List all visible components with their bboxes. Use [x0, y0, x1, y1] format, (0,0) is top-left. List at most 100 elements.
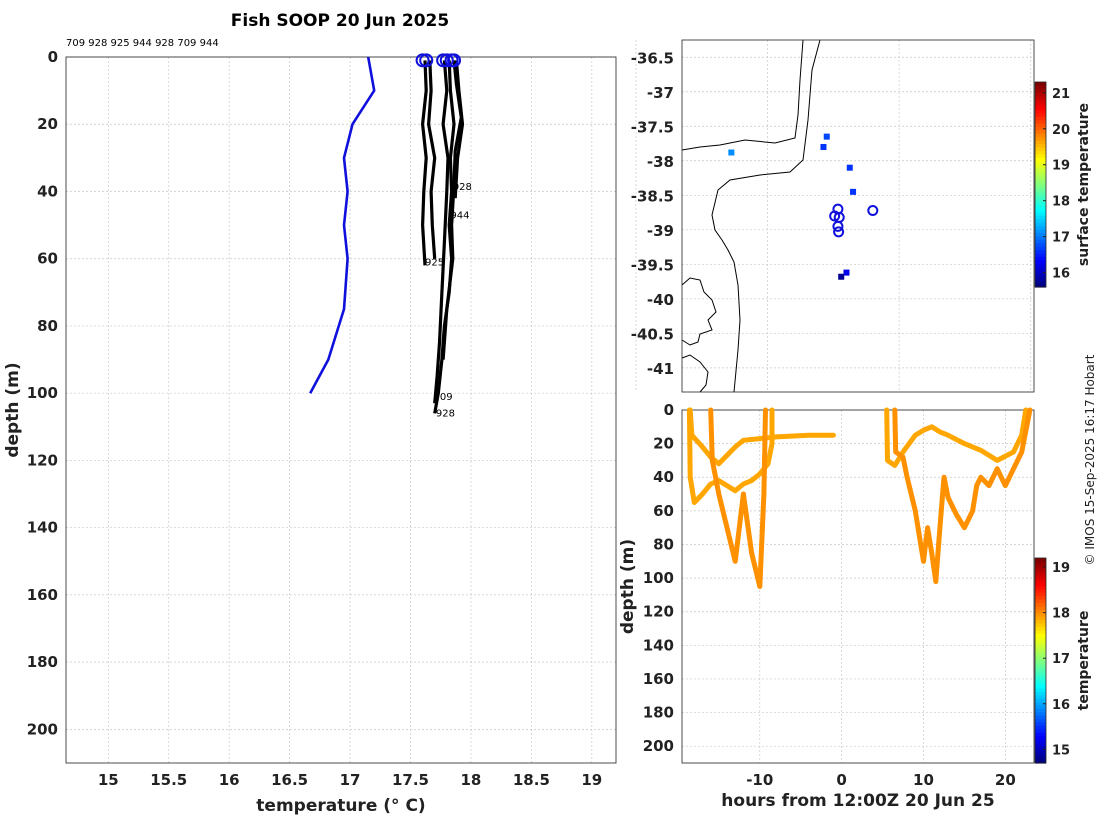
map-colorbar-segment [1035, 191, 1046, 196]
map-colorbar-segment [1035, 170, 1046, 175]
map-colorbar-segment [1035, 205, 1046, 210]
profile-frame [65, 56, 617, 764]
td-colorbar-frame [1034, 557, 1047, 764]
map-colorbar-segment [1035, 153, 1046, 158]
td-colorbar-tick-label: 16 [1052, 698, 1070, 713]
profile-y-tick-label: 160 [27, 586, 58, 604]
td-colorbar-segment [1035, 715, 1046, 720]
td-y-tick-label: 160 [643, 670, 674, 688]
td-colorbar-segment [1035, 592, 1046, 597]
map-y-tick-label: -37 [647, 84, 674, 102]
td-colorbar-segment [1035, 708, 1046, 713]
td-colorbar-segment [1035, 745, 1046, 750]
map-colorbar-segment [1035, 129, 1046, 134]
map-colorbar-segment [1035, 225, 1046, 230]
td-frame [681, 409, 1035, 764]
td-colorbar-segment [1035, 681, 1046, 686]
map-colorbar-segment [1035, 167, 1046, 172]
td-y-tick-label: 140 [643, 636, 674, 654]
td-x-tick-label: -10 [746, 771, 773, 789]
map-y-tick-label: -40 [647, 291, 674, 309]
sst-point [820, 143, 827, 150]
td-track-line [708, 407, 768, 589]
td-colorbar-segment [1035, 643, 1046, 648]
profile-id-label: 925 [425, 257, 444, 268]
td-colorbar-tick-label: 19 [1052, 561, 1070, 576]
profile-x-tick-label: 18.5 [513, 771, 550, 789]
profile-y-tick-label: 120 [27, 451, 58, 469]
td-colorbar-segment [1035, 739, 1046, 744]
map-colorbar-segment [1035, 143, 1046, 148]
map-y-tick-label: -39 [647, 222, 674, 240]
map-colorbar-segment [1035, 102, 1046, 107]
map-colorbar-segment [1035, 109, 1046, 114]
map-y-tick-label: -41 [647, 360, 674, 378]
td-colorbar-segment [1035, 701, 1046, 706]
map-colorbar-segment [1035, 99, 1046, 104]
map-colorbar-segment [1035, 177, 1046, 182]
sst-point [823, 133, 830, 140]
td-y-tick-label: 120 [643, 603, 674, 621]
profile-line [427, 60, 437, 259]
td-track-line [687, 407, 836, 467]
profile-y-tick-label: 20 [37, 115, 58, 133]
map-colorbar-segment [1035, 252, 1046, 257]
map-colorbar-segment [1035, 256, 1046, 261]
td-colorbar-segment [1035, 735, 1046, 740]
td-colorbar-segment [1035, 605, 1046, 610]
profile-id-label: 709 [433, 392, 452, 403]
map-colorbar-segment [1035, 232, 1046, 237]
time-depth-panel: -10 0 10 20020406080100120140160180200hours… [618, 401, 1092, 811]
map-colorbar-segment [1035, 157, 1046, 162]
td-colorbar-segment [1035, 646, 1046, 651]
td-plot-area [682, 410, 1034, 763]
credit-text: © IMOS 15-Sep-2025 16:17 Hobart [1083, 354, 1097, 565]
map-colorbar-segment [1035, 228, 1046, 233]
profile-x-tick-label: 19 [581, 771, 602, 789]
td-x-tick-label: 20 [995, 771, 1016, 789]
map-colorbar-segment [1035, 249, 1046, 254]
profile-x-tick-label: 18 [461, 771, 482, 789]
sst-point [728, 149, 735, 156]
map-colorbar-segment [1035, 215, 1046, 220]
map-colorbar-tick-label: 17 [1052, 231, 1070, 246]
td-colorbar-tick-label: 18 [1052, 607, 1070, 622]
map-colorbar-tick-label: 21 [1052, 87, 1070, 102]
top-ids-label: 709 928 925 944 928 709 944 [66, 38, 219, 49]
td-colorbar-segment [1035, 558, 1046, 563]
profile-y-tick-label: 100 [27, 384, 58, 402]
sst-point [846, 164, 853, 171]
surface-marker [436, 53, 451, 68]
map-colorbar-segment [1035, 208, 1046, 213]
td-colorbar-tick-label: 17 [1052, 652, 1070, 667]
td-colorbar-segment [1035, 571, 1046, 576]
coastline [681, 39, 804, 151]
td-colorbar-segment [1035, 704, 1046, 709]
map-colorbar-segment [1035, 174, 1046, 179]
profile-y-axis-label: depth (m) [3, 362, 23, 457]
map-colorbar-segment [1035, 269, 1046, 274]
coastline [711, 39, 821, 393]
map-colorbar-segment [1035, 181, 1046, 186]
td-colorbar-segment [1035, 650, 1046, 655]
map-colorbar-segment [1035, 126, 1046, 131]
td-colorbar-segment [1035, 670, 1046, 675]
map-colorbar-segment [1035, 246, 1046, 251]
td-y-tick-label: 180 [643, 704, 674, 722]
td-x-tick-label: 0 [836, 771, 846, 789]
td-colorbar-segment [1035, 629, 1046, 634]
td-colorbar-segment [1035, 756, 1046, 761]
station-marker [832, 220, 844, 232]
td-colorbar-segment [1035, 561, 1046, 566]
map-colorbar-label: surface temperature [1076, 103, 1092, 266]
map-y-tick-label: -36.5 [631, 49, 674, 67]
figure-title: Fish SOOP 20 Jun 2025 [231, 11, 449, 31]
td-colorbar-segment [1035, 653, 1046, 658]
map-colorbar-segment [1035, 140, 1046, 145]
td-track-line [892, 407, 1033, 584]
profile-x-tick-label: 15 [98, 771, 119, 789]
profile-y-tick-label: 60 [37, 250, 58, 268]
profile-id-label: 928 [453, 182, 472, 193]
profile-line [433, 60, 450, 404]
